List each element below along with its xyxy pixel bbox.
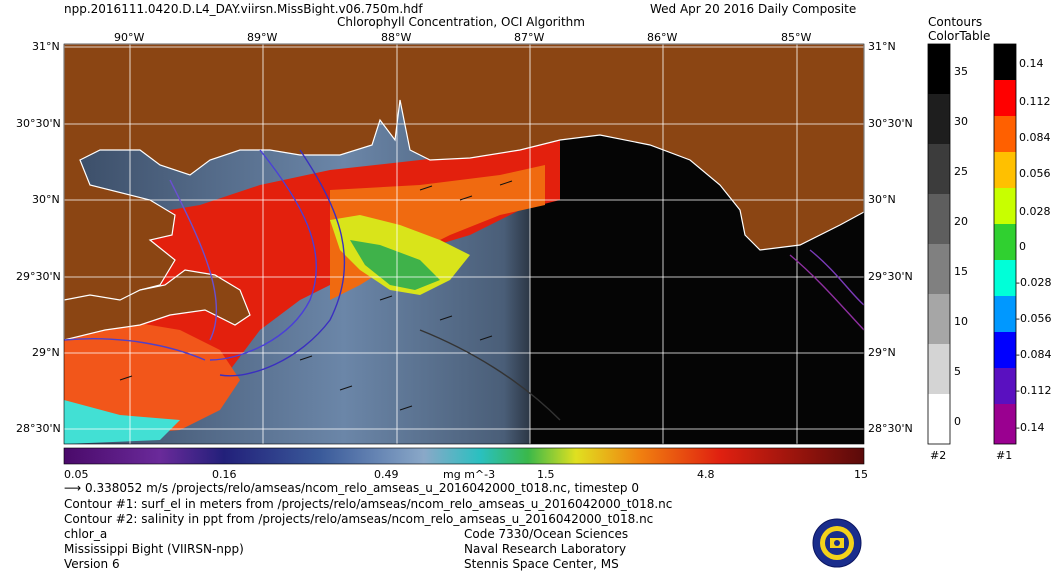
colortable-2 <box>927 43 951 445</box>
org-name-label: Naval Research Laboratory <box>464 542 627 556</box>
ct1-label-0-028: 0.028 <box>1019 205 1051 218</box>
graticule <box>64 44 864 444</box>
region-label: Mississippi Bight (VIIRSN-npp) <box>64 542 244 556</box>
map-title: Chlorophyll Concentration, OCI Algorithm <box>337 15 585 29</box>
ct2-footer: #2 <box>930 449 947 462</box>
ct2-label-0: 0 <box>954 415 961 428</box>
filename-label: npp.2016111.0420.D.L4_DAY.viirsn.MissBig… <box>64 2 423 16</box>
ct1-footer: #1 <box>996 449 1013 462</box>
lat-right-29n: 29°N <box>868 346 896 359</box>
ct2-label-10: 10 <box>954 315 968 328</box>
lon-label-88w: 88°W <box>381 31 412 44</box>
delta-cyan-edge <box>64 400 180 444</box>
current-vectors <box>119 180 513 411</box>
lat-right-30-30n: 30°30'N <box>868 117 913 130</box>
land-mass <box>64 44 864 306</box>
cbar-label-4-8: 4.8 <box>697 468 715 481</box>
cbar-label-0-05: 0.05 <box>64 468 89 481</box>
vector-legend: ⟶ 0.338052 m/s /projects/relo/amseas/nco… <box>64 481 639 495</box>
org-place-label: Stennis Space Center, MS <box>464 557 619 571</box>
vector-legend-text: 0.338052 m/s /projects/relo/amseas/ncom_… <box>85 481 639 495</box>
delta-plume <box>64 320 240 435</box>
date-label: Wed Apr 20 2016 Daily Composite <box>650 2 857 16</box>
version-label: Version 6 <box>64 557 120 571</box>
lon-label-85w: 85°W <box>781 31 812 44</box>
ct1-label-0-14: 0.14 <box>1019 57 1044 70</box>
lon-label-87w: 87°W <box>514 31 545 44</box>
green-band <box>350 240 440 290</box>
ct1-label-0: 0 <box>1019 240 1026 253</box>
colortable-1 <box>993 43 1017 445</box>
lon-label-90w: 90°W <box>114 31 145 44</box>
lat-right-28-30n: 28°30'N <box>868 422 913 435</box>
nrl-seal-logo <box>812 518 862 568</box>
ct2-label-15: 15 <box>954 265 968 278</box>
product-label: chlor_a <box>64 527 108 541</box>
lat-left-28-30n: 28°30'N <box>16 422 61 435</box>
ct2-label-30: 30 <box>954 115 968 128</box>
ct2-label-25: 25 <box>954 165 968 178</box>
lat-left-30n: 30°N <box>32 193 60 206</box>
cbar-label-0-49: 0.49 <box>374 468 399 481</box>
colortable-header: ColorTable <box>928 29 991 43</box>
lat-left-29-30n: 29°30'N <box>16 270 61 283</box>
cbar-label-0-16: 0.16 <box>212 468 237 481</box>
ct1-label-neg-0-112: -0.112 <box>1016 384 1052 397</box>
ct1-label-0-056: 0.056 <box>1019 167 1051 180</box>
contour-lines <box>64 149 864 421</box>
cbar-label-15: 15 <box>854 468 868 481</box>
ct1-label-neg-0-14: -0.14 <box>1016 421 1045 434</box>
lat-right-30n: 30°N <box>868 193 896 206</box>
ct1-label-0-112: 0.112 <box>1019 95 1051 108</box>
ct2-label-35: 35 <box>954 65 968 78</box>
lat-left-31n: 31°N <box>32 40 60 53</box>
lat-left-29n: 29°N <box>32 346 60 359</box>
lat-right-29-30n: 29°30'N <box>868 270 913 283</box>
contour2-legend: Contour #2: salinity in ppt from /projec… <box>64 512 654 526</box>
lat-left-30-30n: 30°30'N <box>16 117 61 130</box>
lon-label-86w: 86°W <box>647 31 678 44</box>
ct1-label-neg-0-084: -0.084 <box>1016 348 1052 361</box>
lat-right-31n: 31°N <box>868 40 896 53</box>
contour1-legend: Contour #1: surf_el in meters from /proj… <box>64 497 673 511</box>
lon-label-89w: 89°W <box>247 31 278 44</box>
ct2-label-5: 5 <box>954 365 961 378</box>
contours-header: Contours <box>928 15 983 29</box>
ct1-label-0-084: 0.084 <box>1019 131 1051 144</box>
ct1-label-neg-0-028: -0.028 <box>1016 276 1052 289</box>
cbar-label-1-5: 1.5 <box>537 468 555 481</box>
vector-arrow-icon: ⟶ <box>64 481 82 495</box>
org-code-label: Code 7330/Ocean Sciences <box>464 527 629 541</box>
ct2-label-20: 20 <box>954 215 968 228</box>
ct1-label-neg-0-056: -0.056 <box>1016 312 1052 325</box>
cbar-units: mg m^-3 <box>443 468 496 481</box>
